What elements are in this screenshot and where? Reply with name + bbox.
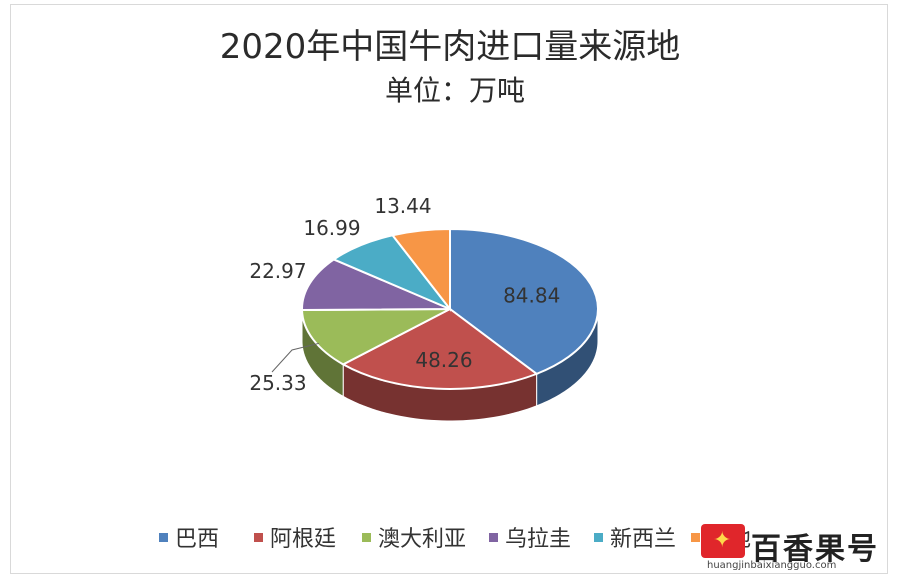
- legend-swatch-3: [489, 533, 498, 542]
- legend-swatch-0: [159, 533, 168, 542]
- pie-slice-1: [341, 307, 539, 390]
- data-label-0: 84.84: [503, 284, 560, 308]
- data-label-4: 16.99: [303, 216, 360, 240]
- legend-label-4: 新西兰: [610, 527, 676, 552]
- data-label-3: 22.97: [249, 259, 306, 283]
- pie-slice-2: [300, 308, 451, 366]
- pie-slice-0: [449, 227, 599, 376]
- legend-swatch-5: [691, 533, 700, 542]
- pie-slice-3: [301, 258, 451, 312]
- watermark-logo: ✦: [701, 524, 745, 558]
- legend-label-3: 乌拉圭: [505, 527, 571, 552]
- watermark-url: huangjinbaixiangguo.com: [707, 560, 837, 571]
- data-label-5: 13.44: [374, 194, 431, 218]
- data-label-2: 25.33: [249, 371, 306, 395]
- legend-label-2: 澳大利亚: [378, 527, 466, 552]
- data-label-1: 48.26: [415, 348, 472, 372]
- pie-slice-5: [390, 227, 451, 312]
- legend-swatch-2: [362, 533, 371, 542]
- legend-swatch-4: [594, 533, 603, 542]
- star-icon: ✦: [713, 528, 732, 553]
- legend-swatch-1: [254, 533, 263, 542]
- watermark-text: 百香果号: [751, 532, 879, 567]
- watermark: ✦ 百香果号 huangjinbaixiangguo.com: [693, 518, 893, 576]
- legend-label-1: 阿根廷: [270, 527, 336, 552]
- chart-title: 2020年中国牛肉进口量来源地: [220, 27, 681, 67]
- legend-label-0: 巴西: [175, 527, 219, 552]
- chart-subtitle: 单位：万吨: [385, 74, 525, 107]
- leader-line: [271, 342, 320, 373]
